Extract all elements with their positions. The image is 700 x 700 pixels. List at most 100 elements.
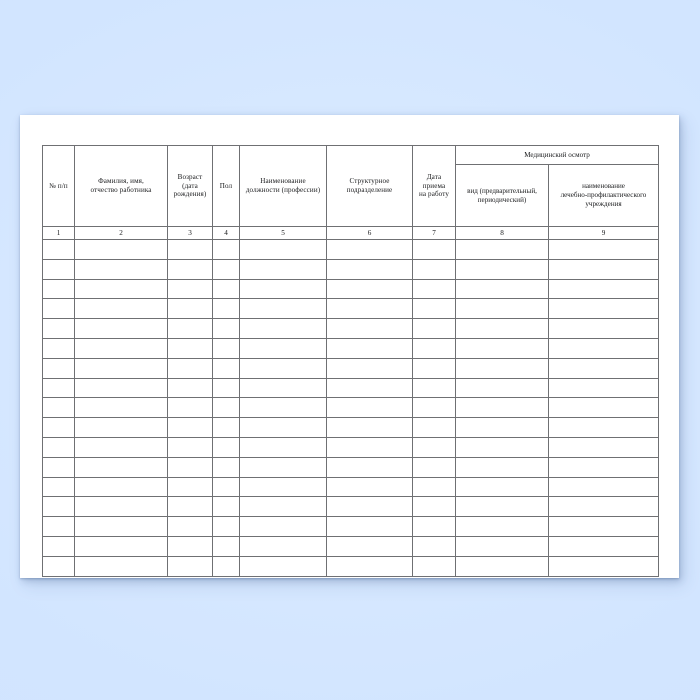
table-cell-empty[interactable]: [212, 258, 240, 280]
table-cell-empty[interactable]: [326, 436, 413, 458]
table-cell-empty[interactable]: [212, 397, 240, 419]
table-cell-empty[interactable]: [239, 456, 327, 478]
table-cell-empty[interactable]: [455, 377, 549, 399]
table-cell-empty[interactable]: [74, 278, 168, 300]
table-cell-empty[interactable]: [42, 298, 75, 320]
table-cell-empty[interactable]: [74, 436, 168, 458]
table-cell-empty[interactable]: [547, 357, 660, 379]
table-row[interactable]: [42, 318, 660, 339]
table-cell-empty[interactable]: [455, 258, 549, 280]
table-cell-empty[interactable]: [42, 258, 75, 280]
table-cell-empty[interactable]: [326, 456, 413, 478]
table-cell-empty[interactable]: [412, 535, 456, 557]
table-cell-empty[interactable]: [74, 417, 168, 438]
table-cell-empty[interactable]: [326, 318, 413, 339]
table-cell-empty[interactable]: [239, 397, 327, 419]
table-cell-empty[interactable]: [547, 258, 660, 280]
table-cell-empty[interactable]: [74, 258, 168, 280]
table-cell-empty[interactable]: [167, 278, 213, 300]
table-cell-empty[interactable]: [547, 417, 660, 438]
table-cell-empty[interactable]: [42, 417, 75, 438]
table-cell-empty[interactable]: [239, 516, 327, 537]
table-cell-empty[interactable]: [412, 357, 456, 379]
table-cell-empty[interactable]: [167, 298, 213, 320]
table-cell-empty[interactable]: [42, 278, 75, 300]
table-cell-empty[interactable]: [455, 555, 549, 577]
table-cell-empty[interactable]: [455, 357, 549, 379]
table-cell-empty[interactable]: [42, 377, 75, 399]
table-cell-empty[interactable]: [412, 476, 456, 498]
table-cell-empty[interactable]: [167, 496, 213, 518]
table-cell-empty[interactable]: [326, 476, 413, 498]
table-cell-empty[interactable]: [547, 318, 660, 339]
table-cell-empty[interactable]: [42, 436, 75, 458]
table-cell-empty[interactable]: [547, 516, 660, 537]
table-row[interactable]: [42, 436, 660, 458]
table-cell-empty[interactable]: [455, 436, 549, 458]
table-cell-empty[interactable]: [547, 337, 660, 359]
table-cell-empty[interactable]: [455, 318, 549, 339]
table-cell-empty[interactable]: [455, 298, 549, 320]
table-cell-empty[interactable]: [74, 377, 168, 399]
table-cell-empty[interactable]: [326, 555, 413, 577]
table-cell-empty[interactable]: [212, 278, 240, 300]
table-cell-empty[interactable]: [212, 298, 240, 320]
table-cell-empty[interactable]: [212, 456, 240, 478]
table-cell-empty[interactable]: [455, 278, 549, 300]
table-cell-empty[interactable]: [547, 496, 660, 518]
table-cell-empty[interactable]: [547, 535, 660, 557]
table-row[interactable]: [42, 357, 660, 379]
table-cell-empty[interactable]: [74, 337, 168, 359]
table-cell-empty[interactable]: [167, 417, 213, 438]
table-cell-empty[interactable]: [239, 377, 327, 399]
table-cell-empty[interactable]: [167, 337, 213, 359]
table-row[interactable]: [42, 496, 660, 518]
table-cell-empty[interactable]: [167, 476, 213, 498]
table-cell-empty[interactable]: [212, 377, 240, 399]
table-cell-empty[interactable]: [167, 318, 213, 339]
table-row[interactable]: [42, 239, 660, 260]
table-cell-empty[interactable]: [326, 239, 413, 260]
table-cell-empty[interactable]: [212, 516, 240, 537]
table-cell-empty[interactable]: [326, 298, 413, 320]
table-cell-empty[interactable]: [455, 337, 549, 359]
table-cell-empty[interactable]: [412, 555, 456, 577]
table-cell-empty[interactable]: [412, 298, 456, 320]
table-cell-empty[interactable]: [239, 417, 327, 438]
table-cell-empty[interactable]: [326, 278, 413, 300]
table-cell-empty[interactable]: [42, 535, 75, 557]
table-cell-empty[interactable]: [412, 258, 456, 280]
table-cell-empty[interactable]: [326, 377, 413, 399]
table-row[interactable]: [42, 476, 660, 498]
table-cell-empty[interactable]: [412, 516, 456, 537]
table-row[interactable]: [42, 555, 660, 577]
table-cell-empty[interactable]: [74, 456, 168, 478]
table-cell-empty[interactable]: [239, 436, 327, 458]
table-cell-empty[interactable]: [239, 239, 327, 260]
table-cell-empty[interactable]: [326, 417, 413, 438]
table-cell-empty[interactable]: [42, 516, 75, 537]
table-cell-empty[interactable]: [412, 239, 456, 260]
table-cell-empty[interactable]: [455, 456, 549, 478]
table-cell-empty[interactable]: [547, 239, 660, 260]
table-cell-empty[interactable]: [212, 555, 240, 577]
table-cell-empty[interactable]: [239, 496, 327, 518]
table-cell-empty[interactable]: [74, 535, 168, 557]
table-cell-empty[interactable]: [547, 397, 660, 419]
table-cell-empty[interactable]: [167, 357, 213, 379]
table-cell-empty[interactable]: [547, 278, 660, 300]
table-cell-empty[interactable]: [74, 555, 168, 577]
table-cell-empty[interactable]: [547, 436, 660, 458]
table-cell-empty[interactable]: [455, 496, 549, 518]
table-cell-empty[interactable]: [239, 535, 327, 557]
table-cell-empty[interactable]: [167, 555, 213, 577]
table-cell-empty[interactable]: [239, 318, 327, 339]
table-cell-empty[interactable]: [212, 496, 240, 518]
table-row[interactable]: [42, 417, 660, 438]
table-cell-empty[interactable]: [74, 357, 168, 379]
table-cell-empty[interactable]: [412, 377, 456, 399]
table-cell-empty[interactable]: [326, 397, 413, 419]
table-cell-empty[interactable]: [42, 496, 75, 518]
table-cell-empty[interactable]: [547, 298, 660, 320]
table-cell-empty[interactable]: [412, 417, 456, 438]
